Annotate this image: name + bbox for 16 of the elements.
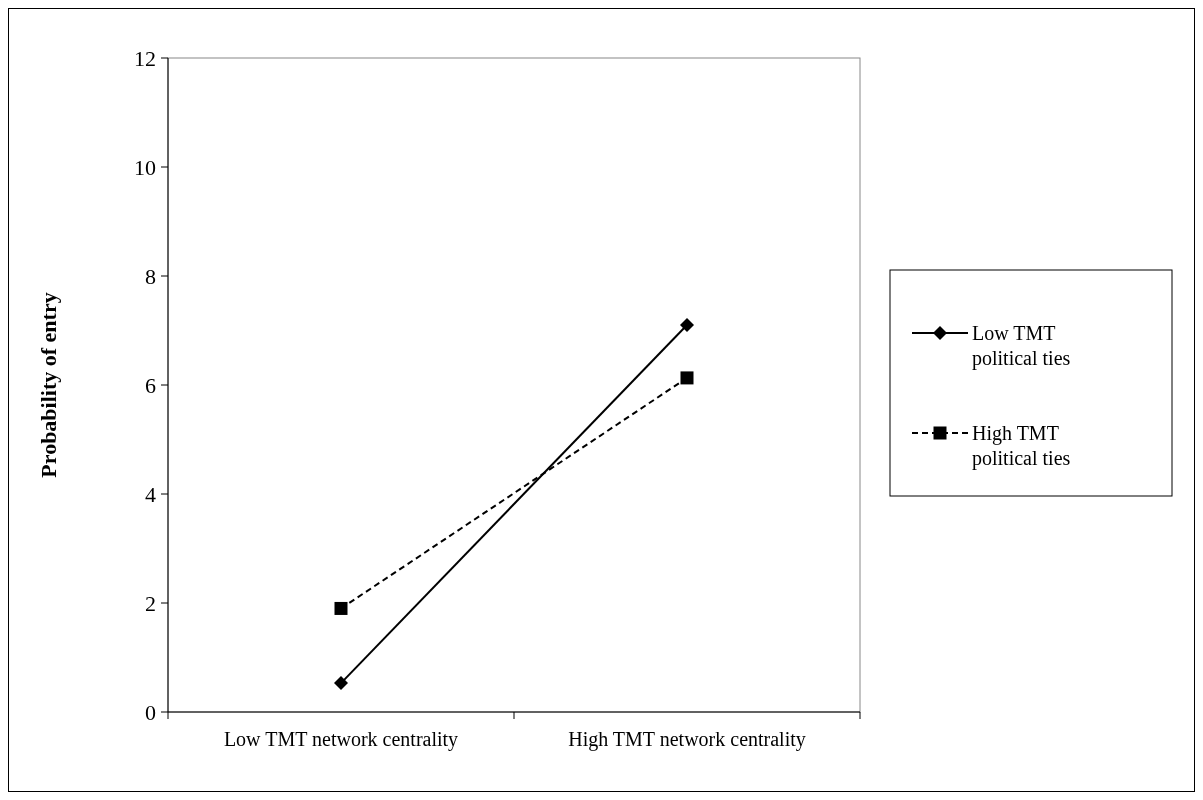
legend-label: High TMT political ties bbox=[972, 422, 1071, 470]
y-tick-label: 10 bbox=[134, 154, 156, 180]
y-tick-label: 4 bbox=[145, 481, 156, 507]
y-tick-label: 8 bbox=[145, 263, 156, 289]
point bbox=[334, 676, 348, 691]
y-tick-label: 2 bbox=[145, 590, 156, 616]
y-tick-label: 6 bbox=[145, 372, 156, 398]
point bbox=[680, 371, 694, 385]
x-tick-label: High TMT network centrality bbox=[568, 728, 806, 751]
y-tick-label: 0 bbox=[145, 699, 156, 725]
point bbox=[334, 601, 348, 615]
y-axis-title: Probability of entry bbox=[36, 292, 61, 478]
x-tick-label: Low TMT network centrality bbox=[223, 728, 459, 751]
point bbox=[680, 318, 694, 333]
legend-label: Low TMT political ties bbox=[972, 322, 1071, 370]
y-tick-label: 12 bbox=[134, 45, 156, 71]
